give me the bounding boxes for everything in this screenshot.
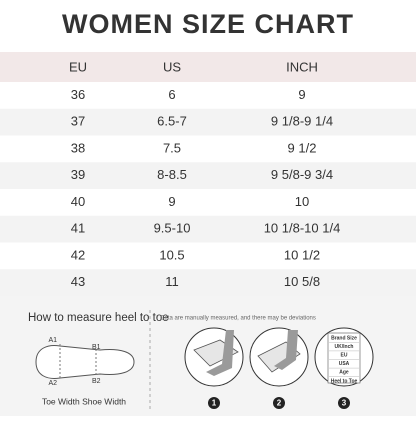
leg xyxy=(274,330,298,370)
cell: 10 5/8 xyxy=(284,274,320,289)
label-text: Brand Size xyxy=(331,335,357,341)
label-text: EU xyxy=(341,353,348,359)
step-badge xyxy=(208,397,220,409)
step-badge xyxy=(338,397,350,409)
label-box-texts: Brand Size UK/Inch EU USA Age Heel to Toe xyxy=(329,335,359,384)
step-number: 2 xyxy=(277,399,282,408)
cell: 9 5/8-9 3/4 xyxy=(271,167,333,182)
cell: 6 xyxy=(168,87,175,102)
step-badge xyxy=(273,397,285,409)
step-illustrations xyxy=(184,327,374,387)
row-background xyxy=(0,108,416,136)
cell: 9 xyxy=(168,194,175,209)
cell: 7.5 xyxy=(163,140,181,155)
step-number: 1 xyxy=(212,399,217,408)
label-box xyxy=(327,332,361,384)
row-background xyxy=(0,135,416,163)
cell: 37 xyxy=(71,114,85,129)
cell: 41 xyxy=(71,221,85,236)
label-text: Age xyxy=(339,370,349,376)
row-background xyxy=(0,215,416,243)
cell: 40 xyxy=(71,194,85,209)
step-badges: 1 2 3 xyxy=(208,397,350,409)
foot-label: B2 xyxy=(92,378,101,385)
cell: 9 1/2 xyxy=(288,140,317,155)
title: WOMEN SIZE CHART xyxy=(62,9,354,39)
column-header: US xyxy=(163,59,181,74)
cell: 8-8.5 xyxy=(157,167,187,182)
row-background xyxy=(0,189,416,216)
foot-label: B1 xyxy=(92,344,101,351)
cell: 10 1/8-10 1/4 xyxy=(264,221,341,236)
cell: 39 xyxy=(71,167,85,182)
note: * Data are manually measured, and there … xyxy=(156,316,316,322)
foot-sole xyxy=(35,345,135,379)
cell: 10 xyxy=(295,194,309,209)
label-text: USA xyxy=(339,361,350,367)
foot-label: A1 xyxy=(48,337,57,344)
row-background xyxy=(0,269,416,296)
cell: 11 xyxy=(165,274,179,289)
label-text: Heel to Toe xyxy=(331,378,358,384)
caption: Toe Width Shoe Width xyxy=(42,396,126,406)
row-background xyxy=(0,162,416,189)
row-background xyxy=(0,82,416,109)
guide-title: How to measure heel to toe xyxy=(28,312,169,324)
column-header: INCH xyxy=(286,59,318,74)
foot-label: A2 xyxy=(48,380,57,387)
cell: 9 1/8-9 1/4 xyxy=(271,114,333,129)
leg xyxy=(206,330,234,376)
cell: 38 xyxy=(71,140,85,155)
cell: 10.5 xyxy=(159,247,184,262)
cell: 10 1/2 xyxy=(284,247,320,262)
cell: 36 xyxy=(71,87,85,102)
header-row xyxy=(0,52,416,82)
cell: 6.5-7 xyxy=(157,114,187,129)
cell: 9 xyxy=(298,87,305,102)
cell: 43 xyxy=(71,274,85,289)
row-background xyxy=(0,242,416,270)
column-header: EU xyxy=(69,59,87,74)
table: EU US INCH 36 6 9 37 6.5-7 9 1/8-9 1/4 38 7.5 9 1/2… xyxy=(0,59,416,296)
cell: 9.5-10 xyxy=(154,221,191,236)
cell: 42 xyxy=(71,247,85,262)
step-number: 3 xyxy=(342,399,347,408)
label-text: UK/Inch xyxy=(335,344,354,350)
